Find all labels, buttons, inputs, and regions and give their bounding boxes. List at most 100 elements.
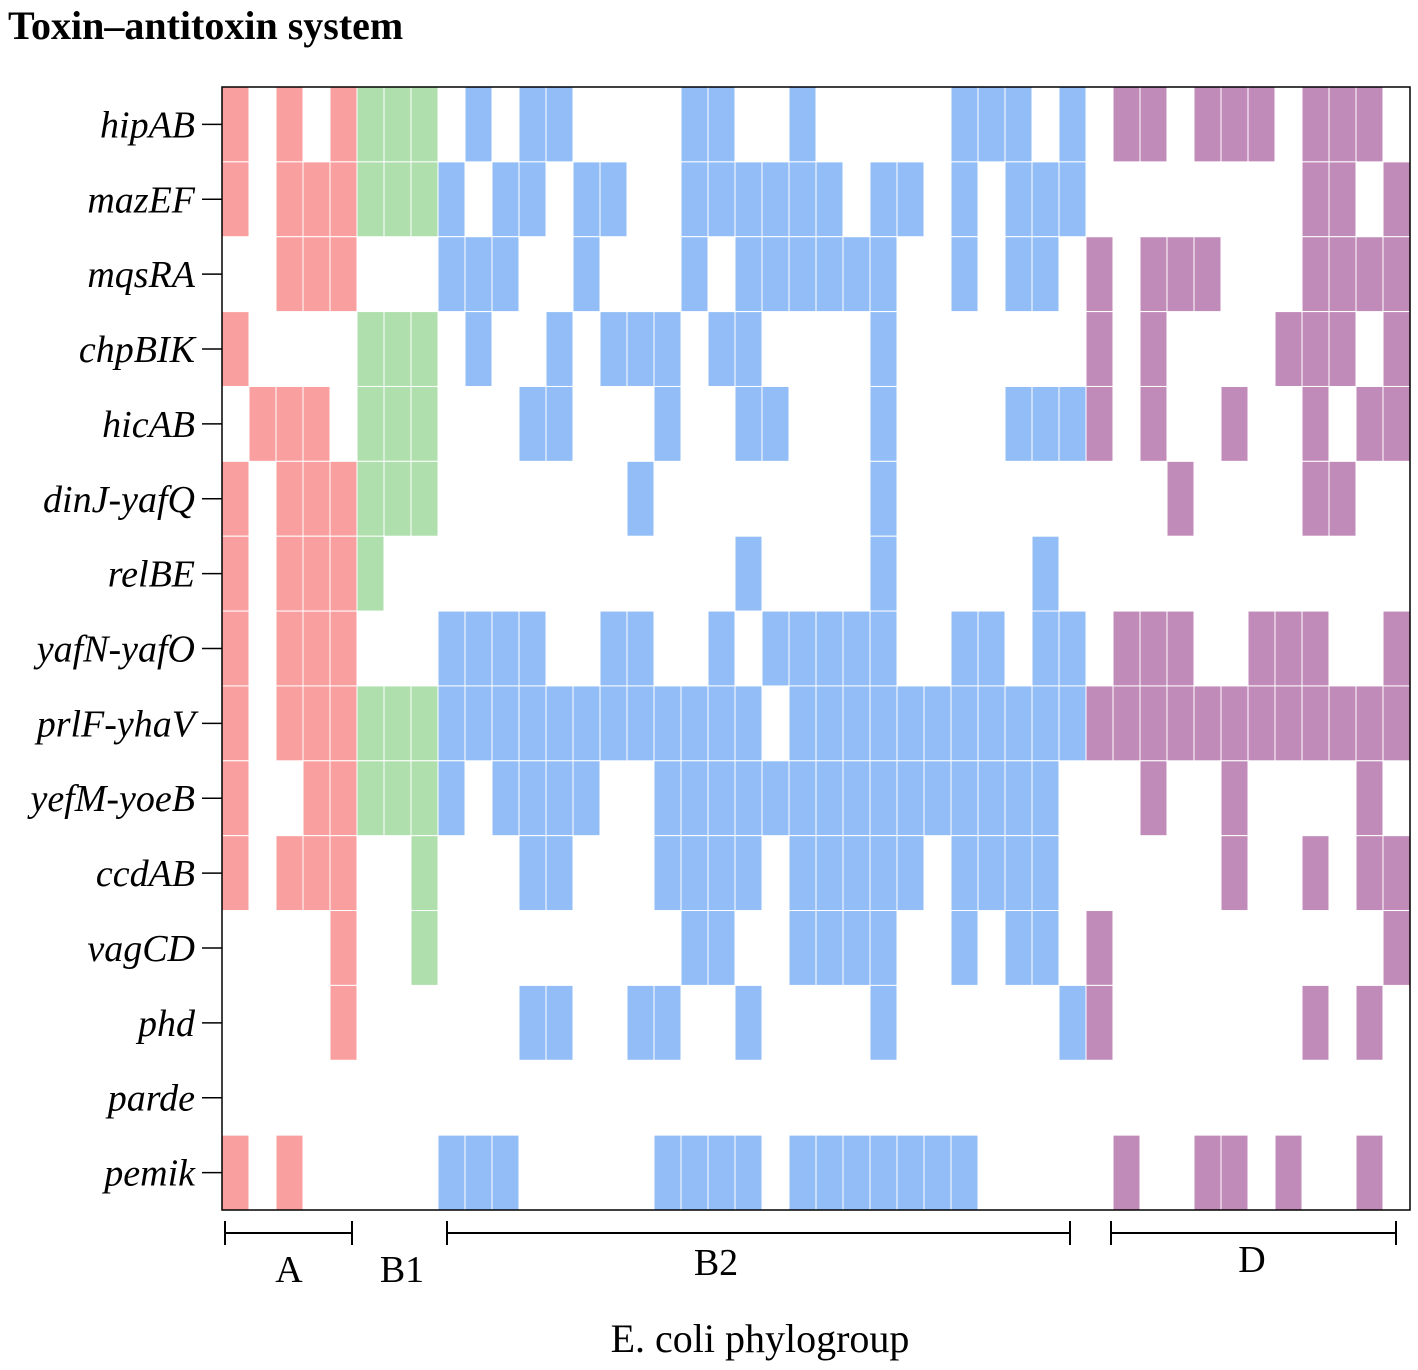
heatmap-cell-mazEF-9 [437,161,466,238]
heatmap-cell-mqsRA-20 [734,236,763,313]
heatmap-cell-prlF-yhaV-10 [464,685,493,762]
heatmap-cell-mazEF-26 [896,161,925,238]
heatmap-cell-hicAB-44 [1382,385,1411,462]
heatmap-cell-ccdAB-20 [734,835,763,912]
heatmap-cell-yafN-yafO-36 [1166,610,1195,687]
heatmap-cell-hipAB-22 [788,86,817,163]
heatmap-cell-mazEF-19 [707,161,736,238]
heatmap-cell-yafN-yafO-1 [221,610,250,687]
heatmap-cell-yafN-yafO-31 [1031,610,1060,687]
heatmap-cell-mazEF-15 [599,161,628,238]
heatmap-cell-hicAB-35 [1139,385,1168,462]
heatmap-cell-mazEF-25 [869,161,898,238]
heatmap-cell-pemik-40 [1274,1134,1303,1211]
heatmap-cell-hipAB-34 [1112,86,1141,163]
heatmap-cell-ccdAB-30 [1004,835,1033,912]
heatmap-cell-chpBIK-16 [626,311,655,387]
heatmap-cell-yefM-yoeB-9 [437,760,466,837]
heatmap-cell-prlF-yhaV-5 [329,685,358,762]
heatmap-cell-prlF-yhaV-22 [788,685,817,762]
heatmap-cell-ccdAB-17 [653,835,682,912]
heatmap-cell-pemik-1 [221,1134,250,1211]
heatmap-cell-hicAB-20 [734,385,763,462]
heatmap-cell-mqsRA-23 [815,236,844,313]
heatmap-cell-mazEF-18 [680,161,709,238]
heatmap-cell-hicAB-7 [383,385,412,462]
group-bracket-D [1110,1221,1397,1245]
heatmap-cell-ccdAB-5 [329,835,358,912]
heatmap-cell-yefM-yoeB-13 [545,760,574,837]
heatmap-cell-prlF-yhaV-23 [815,685,844,762]
heatmap-cell-prlF-yhaV-24 [842,685,871,762]
heatmap-cell-mqsRA-42 [1328,236,1357,313]
heatmap-cell-relBE-20 [734,535,763,612]
row-label: yefM-yoeB [26,778,195,820]
heatmap-cell-prlF-yhaV-19 [707,685,736,762]
heatmap-cell-mqsRA-41 [1301,236,1330,313]
heatmap-cell-mqsRA-33 [1085,236,1114,313]
row-label: ccdAB [96,853,195,895]
heatmap-cell-mqsRA-36 [1166,236,1195,313]
heatmap-cell-ccdAB-28 [950,835,979,912]
heatmap-cell-pemik-26 [896,1134,925,1211]
heatmap-cell-hipAB-29 [977,86,1006,163]
heatmap-cell-ccdAB-41 [1301,835,1330,912]
heatmap-cell-hipAB-37 [1193,86,1222,163]
row-label: prlF-yhaV [34,703,199,745]
heatmap-cell-prlF-yhaV-12 [518,685,547,762]
heatmap-cell-phd-25 [869,984,898,1061]
heatmap-cell-phd-5 [329,984,358,1061]
heatmap-cell-prlF-yhaV-16 [626,685,655,762]
heatmap-cell-mqsRA-22 [788,236,817,313]
heatmap-cell-mazEF-32 [1058,161,1087,238]
heatmap-cell-mazEF-6 [356,161,385,238]
heatmap-cell-vagCD-23 [815,910,844,986]
row-label: phd [135,1003,196,1045]
heatmap-cell-hicAB-33 [1085,385,1114,462]
heatmap-cell-mazEF-31 [1031,161,1060,238]
heatmap-cell-yefM-yoeB-22 [788,760,817,837]
heatmap-cell-pemik-11 [491,1134,520,1211]
heatmap-cell-hicAB-8 [410,385,439,462]
heatmap-cell-yefM-yoeB-14 [572,760,601,837]
heatmap-cell-phd-41 [1301,984,1330,1061]
heatmap-cell-prlF-yhaV-37 [1193,685,1222,762]
heatmap-cell-prlF-yhaV-15 [599,685,628,762]
heatmap-cell-prlF-yhaV-20 [734,685,763,762]
heatmap-cell-mqsRA-31 [1031,236,1060,313]
heatmap-cell-yafN-yafO-24 [842,610,871,687]
heatmap-cell-prlF-yhaV-32 [1058,685,1087,762]
heatmap-cell-hipAB-13 [545,86,574,163]
row-label: vagCD [87,928,195,970]
heatmap-cell-mazEF-14 [572,161,601,238]
heatmap-cell-hicAB-30 [1004,385,1033,462]
heatmap-cell-prlF-yhaV-25 [869,685,898,762]
heatmap-cell-hipAB-3 [275,86,304,163]
heatmap-cell-yefM-yoeB-28 [950,760,979,837]
heatmap-cell-mazEF-42 [1328,161,1357,238]
heatmap-cell-pemik-23 [815,1134,844,1211]
heatmap-cell-hicAB-43 [1355,385,1384,462]
heatmap-cell-yafN-yafO-9 [437,610,466,687]
heatmap-cell-mazEF-3 [275,161,304,238]
row-label: chpBIK [79,329,197,371]
heatmap-cell-pemik-24 [842,1134,871,1211]
heatmap-cell-hicAB-32 [1058,385,1087,462]
heatmap-cell-mazEF-22 [788,161,817,238]
heatmap-cell-pemik-27 [923,1134,952,1211]
heatmap-cell-hipAB-6 [356,86,385,163]
heatmap-cell-yefM-yoeB-26 [896,760,925,837]
heatmap-cell-phd-16 [626,984,655,1061]
heatmap-cell-chpBIK-8 [410,311,439,387]
heatmap-cell-chpBIK-42 [1328,311,1357,387]
heatmap-cell-dinJ-yafQ-6 [356,460,385,537]
heatmap-cell-prlF-yhaV-33 [1085,685,1114,762]
heatmap-cell-pemik-34 [1112,1134,1141,1211]
heatmap-cell-pemik-22 [788,1134,817,1211]
group-label-B1: B1 [380,1249,424,1291]
group-bracket-A [224,1221,353,1245]
heatmap-cell-ccdAB-4 [302,835,331,912]
heatmap-cell-mazEF-4 [302,161,331,238]
heatmap-cell-mqsRA-25 [869,236,898,313]
heatmap-cell-hipAB-43 [1355,86,1384,163]
